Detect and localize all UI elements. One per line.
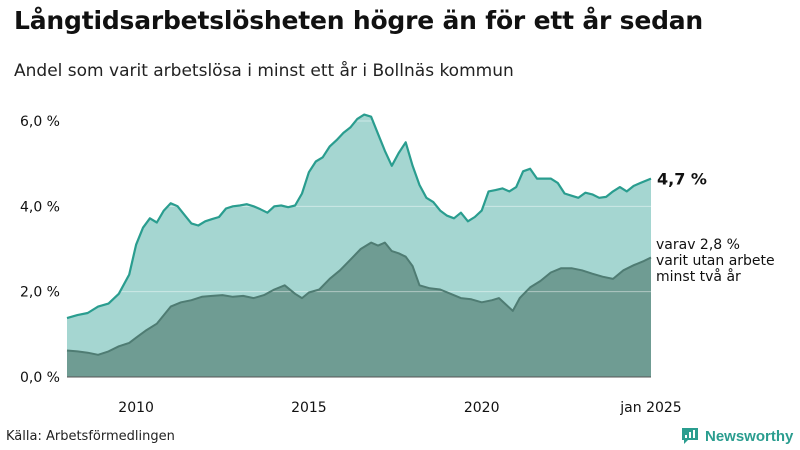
source-note: Källa: Arbetsförmedlingen: [6, 429, 175, 444]
chart-title: Långtidsarbetslösheten högre än för ett …: [14, 6, 704, 35]
x-tick-label: jan 2025: [619, 400, 681, 416]
upper-end-label: 4,7 %: [657, 170, 707, 189]
lower-end-label-line: varit utan arbete: [656, 253, 775, 269]
lower-series-line: [66, 241, 652, 356]
x-tick-label: 2020: [464, 400, 500, 416]
y-tick-label: 4,0 %: [20, 199, 60, 215]
newsworthy-logo-icon: [682, 428, 698, 444]
y-tick-label: 2,0 %: [20, 285, 60, 301]
y-tick-label: 0,0 %: [20, 370, 60, 386]
upper-series-line: [66, 113, 652, 320]
y-tick-label: 6,0 %: [20, 114, 60, 130]
lower-area: [67, 242, 651, 377]
brand-name: Newsworthy: [705, 427, 794, 445]
x-tick-label: 2015: [291, 400, 327, 416]
brand-logo: Newsworthy: [680, 426, 793, 446]
lower-end-label-line: minst två år: [656, 268, 741, 285]
chart-subtitle: Andel som varit arbetslösa i minst ett å…: [14, 61, 514, 81]
lower-end-label-line: varav 2,8 %: [656, 237, 740, 253]
lower-end-label: varav 2,8 % varit utan arbete minst två år: [656, 237, 775, 285]
x-tick-label: 2010: [118, 400, 154, 416]
